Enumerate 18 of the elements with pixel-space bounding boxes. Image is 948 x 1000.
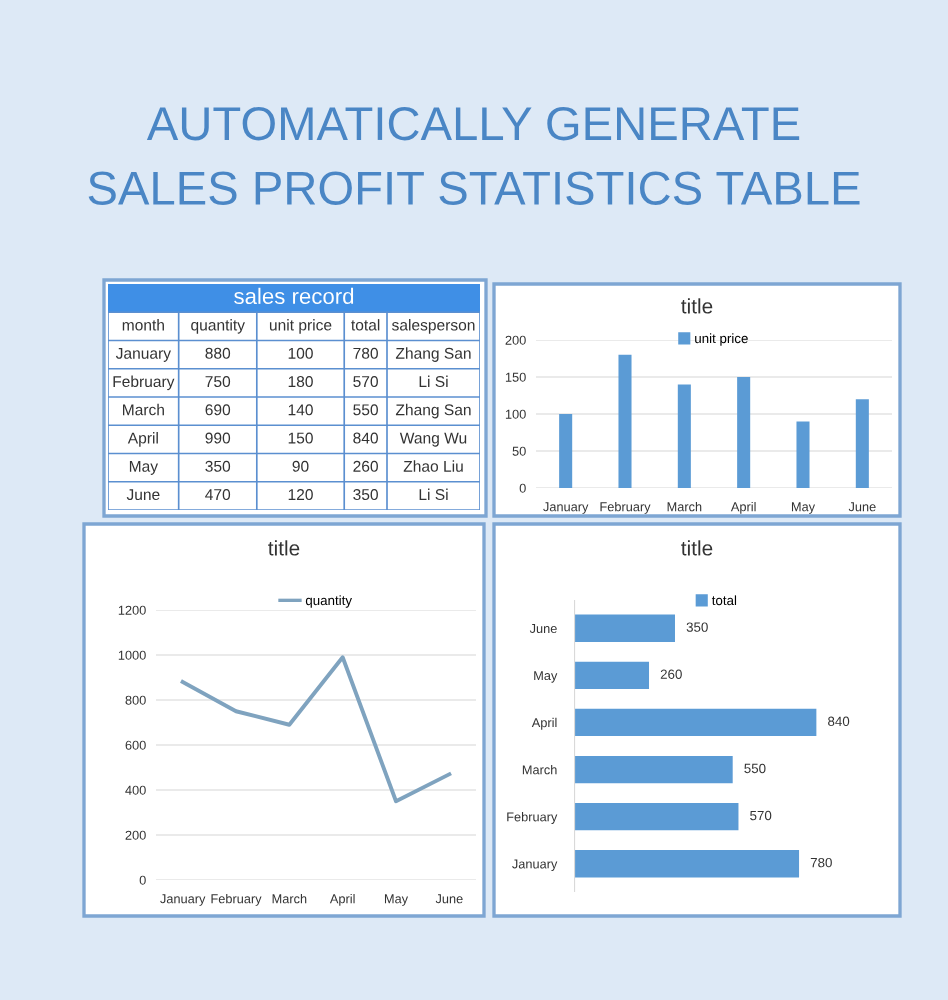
chart-title: title — [681, 298, 713, 314]
bar — [855, 399, 869, 488]
bar — [574, 708, 817, 737]
bar — [574, 802, 739, 831]
bar — [737, 377, 751, 488]
bar — [618, 354, 632, 488]
bar — [574, 614, 675, 642]
bar — [574, 661, 650, 690]
line-series — [180, 655, 452, 804]
text: sales record — [234, 287, 354, 305]
chart-title: title — [268, 540, 300, 556]
text: AUTOMATICALLY GENERATE SALES PROFIT STATISTICS TABLE — [88, 106, 860, 205]
bar — [677, 384, 691, 488]
chart-title: title — [681, 540, 713, 556]
bar — [574, 755, 733, 784]
bar — [796, 421, 810, 488]
bar — [574, 850, 800, 878]
bar — [559, 414, 573, 488]
